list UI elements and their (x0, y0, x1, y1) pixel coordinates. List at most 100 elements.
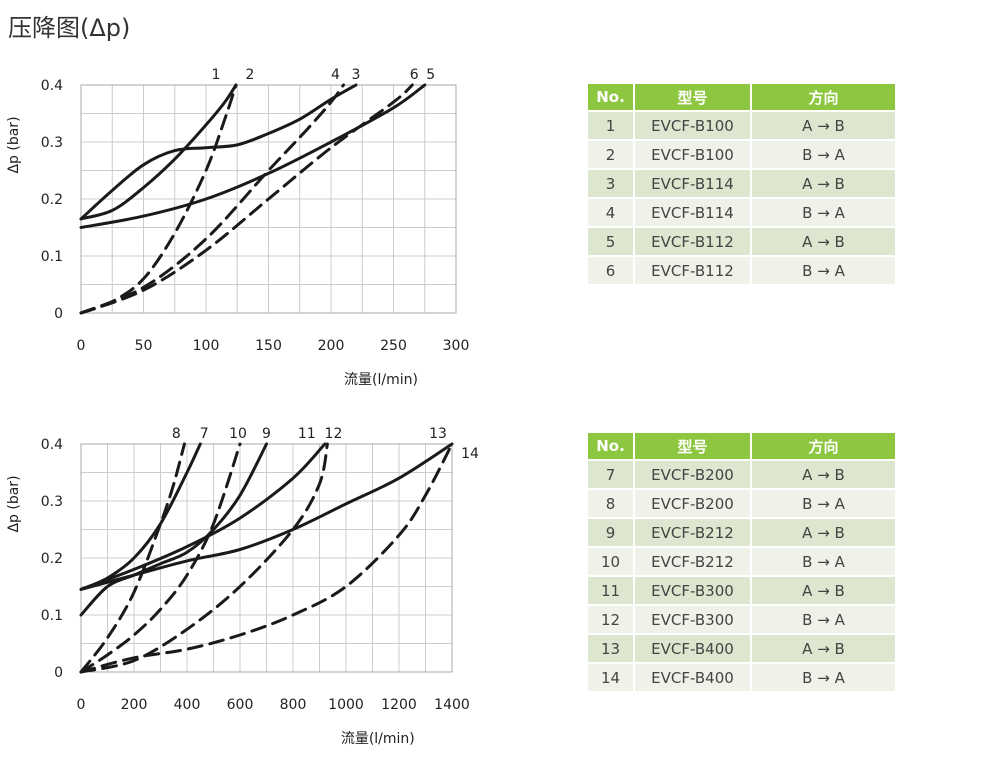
row-direction: B → A (752, 141, 895, 168)
header-model: 型号 (635, 433, 750, 459)
row-direction: A → B (752, 635, 895, 662)
row-no: 1 (588, 112, 633, 139)
x-tick-label: 150 (255, 338, 282, 354)
series-label-12: 12 (325, 426, 343, 442)
row-model: EVCF-B212 (635, 548, 750, 575)
header-model: 型号 (635, 84, 750, 110)
x-tick-label: 1400 (434, 697, 470, 713)
header-direction: 方向 (752, 433, 895, 459)
row-no: 7 (588, 461, 633, 488)
x-tick-label: 0 (77, 697, 86, 713)
x-axis-label: 流量(l/min) (341, 731, 415, 747)
row-no: 3 (588, 170, 633, 197)
row-direction: B → A (752, 606, 895, 633)
series-line-3 (79, 83, 358, 221)
x-tick-label: 200 (318, 338, 345, 354)
series-line-14 (79, 442, 454, 674)
y-tick-label: 0.4 (41, 78, 63, 94)
row-model: EVCF-B200 (635, 461, 750, 488)
page-title: 压降图(Δp) (8, 14, 131, 42)
series-line-1 (79, 83, 238, 221)
y-tick-label: 0 (54, 306, 63, 322)
row-model: EVCF-B212 (635, 519, 750, 546)
row-direction: A → B (752, 228, 895, 255)
row-model: EVCF-B100 (635, 141, 750, 168)
header-no: No. (588, 433, 633, 459)
row-model: EVCF-B114 (635, 170, 750, 197)
row-model: EVCF-B112 (635, 257, 750, 284)
row-direction: A → B (752, 170, 895, 197)
table-row: 12 EVCF-B300 B → A (588, 606, 895, 633)
series-label-2: 2 (246, 67, 255, 83)
row-no: 11 (588, 577, 633, 604)
row-no: 13 (588, 635, 633, 662)
table-row: 10 EVCF-B212 B → A (588, 548, 895, 575)
row-model: EVCF-B114 (635, 199, 750, 226)
row-model: EVCF-B100 (635, 112, 750, 139)
x-tick-label: 600 (227, 697, 254, 713)
series-label-4: 4 (331, 67, 340, 83)
table-row: 3 EVCF-B114 A → B (588, 170, 895, 197)
row-no: 4 (588, 199, 633, 226)
pressure-drop-chart-2: 0 200 400 600 800 1000 1200 1400 0 0.1 0.2 0.3 0.4 流量… (6, 426, 479, 747)
row-no: 8 (588, 490, 633, 517)
series-label-13: 13 (429, 426, 447, 442)
table-row: 7 EVCF-B200 A → B (588, 461, 895, 488)
y-tick-label: 0.2 (41, 551, 63, 567)
series-line-9 (79, 442, 268, 617)
table-row: 11 EVCF-B300 A → B (588, 577, 895, 604)
row-direction: B → A (752, 548, 895, 575)
row-model: EVCF-B300 (635, 577, 750, 604)
model-table-1: No. 型号 方向 1 EVCF-B100 A → B 2 EVCF-B100 … (586, 82, 897, 286)
row-direction: B → A (752, 257, 895, 284)
table-row: 1 EVCF-B100 A → B (588, 112, 895, 139)
series-label-11: 11 (298, 426, 316, 442)
row-no: 12 (588, 606, 633, 633)
x-tick-label: 1200 (381, 697, 417, 713)
y-tick-label: 0.1 (41, 608, 63, 624)
table-row: 4 EVCF-B114 B → A (588, 199, 895, 226)
y-axis-label: Δp (bar) (6, 116, 22, 173)
y-axis-label: Δp (bar) (6, 475, 22, 532)
series-line-13 (79, 442, 454, 591)
x-tick-label: 250 (380, 338, 407, 354)
header-no: No. (588, 84, 633, 110)
y-tick-label: 0.3 (41, 494, 63, 510)
x-axis-label: 流量(l/min) (344, 372, 418, 388)
row-direction: B → A (752, 490, 895, 517)
table-row: 14 EVCF-B400 B → A (588, 664, 895, 691)
row-model: EVCF-B200 (635, 490, 750, 517)
series-label-5: 5 (426, 67, 435, 83)
row-direction: A → B (752, 577, 895, 604)
table-row: 6 EVCF-B112 B → A (588, 257, 895, 284)
x-tick-label: 800 (280, 697, 307, 713)
x-tick-label: 300 (443, 338, 470, 354)
series-label-14: 14 (461, 446, 479, 462)
row-no: 2 (588, 141, 633, 168)
x-tick-label: 200 (121, 697, 148, 713)
row-direction: B → A (752, 664, 895, 691)
row-direction: B → A (752, 199, 895, 226)
row-no: 5 (588, 228, 633, 255)
series-label-6: 6 (410, 67, 419, 83)
model-table-2: No. 型号 方向 7 EVCF-B200 A → B 8 EVCF-B200 … (586, 431, 897, 693)
header-direction: 方向 (752, 84, 895, 110)
row-model: EVCF-B400 (635, 635, 750, 662)
series-label-10: 10 (229, 426, 247, 442)
series-line-12 (79, 442, 329, 674)
row-no: 6 (588, 257, 633, 284)
table-row: 5 EVCF-B112 A → B (588, 228, 895, 255)
row-direction: A → B (752, 112, 895, 139)
series-line-8 (79, 442, 186, 674)
series-line-6 (79, 83, 414, 315)
row-direction: A → B (752, 461, 895, 488)
row-model: EVCF-B112 (635, 228, 750, 255)
table-row: 2 EVCF-B100 B → A (588, 141, 895, 168)
row-model: EVCF-B300 (635, 606, 750, 633)
y-tick-label: 0.2 (41, 192, 63, 208)
row-no: 14 (588, 664, 633, 691)
table-header-row: No. 型号 方向 (588, 84, 895, 110)
pressure-drop-chart-1: 0 50 100 150 200 250 300 0 0.1 0.2 0.3 0.4 流量(l/min)… (6, 67, 470, 388)
series-line-11 (79, 442, 327, 591)
y-tick-label: 0.1 (41, 249, 63, 265)
